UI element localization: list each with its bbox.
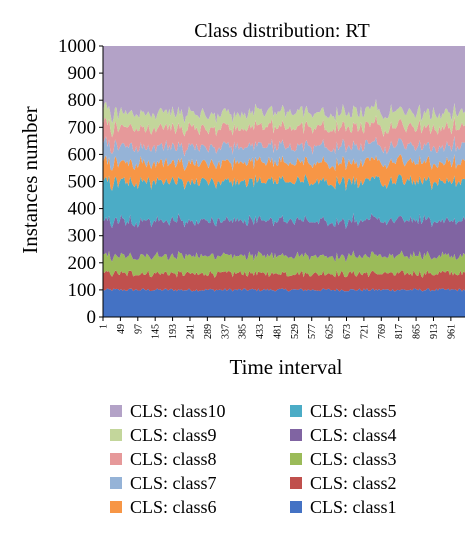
x-axis-label: Time interval bbox=[230, 355, 343, 379]
x-tick-label: 865 bbox=[412, 324, 423, 339]
x-tick-label: 913 bbox=[429, 324, 440, 339]
area-class4 bbox=[103, 212, 465, 263]
y-tick-label: 300 bbox=[68, 226, 97, 247]
legend-swatch bbox=[290, 405, 302, 417]
y-axis-ticks: 0 100 200 300 400 500 600 700 800 900 1000 bbox=[58, 36, 103, 328]
y-tick-label: 0 bbox=[87, 307, 97, 328]
x-tick-label: 241 bbox=[185, 324, 196, 339]
legend-swatch bbox=[110, 429, 122, 441]
x-tick-label: 337 bbox=[220, 324, 231, 339]
x-tick-label: 97 bbox=[133, 324, 144, 334]
chart-title: Class distribution: RT bbox=[194, 20, 369, 42]
legend-label: CLS: class10 bbox=[130, 401, 226, 421]
x-tick-label: 529 bbox=[290, 324, 301, 339]
legend-label: CLS: class5 bbox=[310, 401, 397, 421]
x-tick-label: 817 bbox=[394, 324, 405, 339]
y-tick-label: 400 bbox=[68, 199, 97, 220]
area-class7 bbox=[103, 135, 465, 172]
area-class6 bbox=[103, 153, 465, 191]
legend-label: CLS: class8 bbox=[130, 449, 217, 469]
plot-area bbox=[103, 46, 465, 317]
area-class10 bbox=[103, 46, 465, 124]
y-tick-label: 200 bbox=[68, 253, 97, 274]
legend-label: CLS: class4 bbox=[310, 425, 397, 445]
y-tick-label: 1000 bbox=[58, 36, 96, 57]
x-tick-label: 721 bbox=[359, 324, 370, 339]
x-tick-label: 193 bbox=[168, 324, 179, 339]
x-tick-label: 577 bbox=[307, 324, 318, 339]
x-tick-label: 433 bbox=[255, 324, 266, 339]
x-tick-label: 961 bbox=[446, 324, 457, 339]
legend-label: CLS: class6 bbox=[130, 497, 217, 517]
x-tick-label: 481 bbox=[272, 324, 283, 339]
area-class1 bbox=[103, 288, 465, 317]
legend-label: CLS: class7 bbox=[130, 473, 217, 493]
legend-swatch bbox=[290, 501, 302, 513]
x-tick-label: 289 bbox=[203, 324, 214, 339]
legend-swatch bbox=[290, 429, 302, 441]
x-tick-label: 673 bbox=[342, 324, 353, 339]
y-tick-label: 500 bbox=[68, 172, 97, 193]
legend-swatch bbox=[290, 453, 302, 465]
x-tick-label: 1 bbox=[99, 324, 110, 329]
legend-swatch bbox=[110, 477, 122, 489]
legend-swatch bbox=[290, 477, 302, 489]
x-tick-label: 625 bbox=[325, 324, 336, 339]
legend: CLS: class10 CLS: class9 CLS: class8 CLS: c… bbox=[110, 401, 397, 517]
legend-label: CLS: class9 bbox=[130, 425, 217, 445]
y-axis-label: Instances number bbox=[18, 106, 42, 254]
legend-swatch bbox=[110, 405, 122, 417]
legend-swatch bbox=[110, 501, 122, 513]
legend-label: CLS: class3 bbox=[310, 449, 397, 469]
area-class8 bbox=[103, 115, 465, 157]
x-axis-ticks: 1 49 97 145 193 241 289 337 385 433 481 529 577 625 67… bbox=[99, 317, 457, 339]
legend-swatch bbox=[110, 453, 122, 465]
legend-label: CLS: class2 bbox=[310, 473, 397, 493]
area-class2 bbox=[103, 270, 465, 292]
y-tick-label: 600 bbox=[68, 144, 97, 165]
legend-label: CLS: class1 bbox=[310, 497, 397, 517]
y-tick-label: 900 bbox=[68, 63, 97, 84]
x-tick-label: 49 bbox=[116, 324, 127, 334]
x-tick-label: 769 bbox=[377, 324, 388, 339]
y-tick-label: 800 bbox=[68, 90, 97, 111]
y-tick-label: 700 bbox=[68, 117, 97, 138]
area-class9 bbox=[103, 99, 465, 138]
area-class3 bbox=[103, 250, 465, 278]
area-class5 bbox=[103, 174, 465, 229]
x-tick-label: 145 bbox=[151, 324, 162, 339]
x-tick-label: 385 bbox=[238, 324, 249, 339]
y-tick-label: 100 bbox=[68, 280, 97, 301]
